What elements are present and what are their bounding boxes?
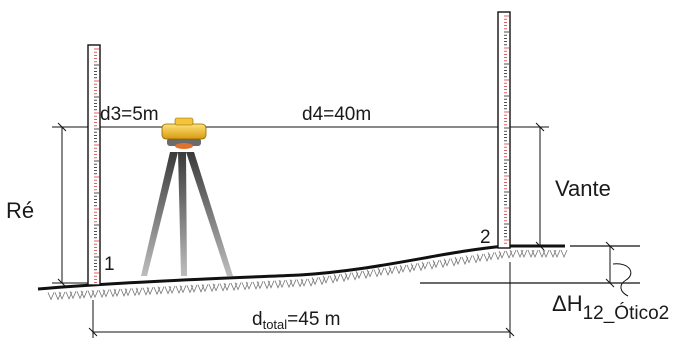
hatch-mark <box>377 267 392 276</box>
re-label: Ré <box>6 198 34 223</box>
ground-line <box>37 244 565 291</box>
hatch-mark <box>300 278 315 287</box>
hatch-mark <box>476 253 491 262</box>
d3-label: d3=5m <box>100 104 159 125</box>
hatch-mark <box>333 274 348 283</box>
hatch-mark <box>399 264 414 273</box>
hatch-mark <box>432 260 447 269</box>
hatch-mark <box>47 292 62 301</box>
vante-dimension <box>505 122 549 251</box>
hatch-mark <box>355 270 370 280</box>
tripod <box>141 152 233 276</box>
leveling-rod-back <box>87 44 101 286</box>
d4-label: d4=40m <box>302 104 371 125</box>
dtotal-label: dtotal=45 m <box>252 309 341 332</box>
hatch-mark <box>465 255 480 264</box>
delta-h-main: ΔH <box>552 291 583 316</box>
dtotal-dimension <box>88 262 515 338</box>
hatch-mark <box>322 275 337 284</box>
hatch-mark <box>388 266 403 275</box>
hatch-mark <box>311 277 326 286</box>
hatch-mark <box>410 263 425 272</box>
hatch-mark <box>344 272 359 281</box>
hatch-mark <box>443 258 458 267</box>
delta-h-dimension <box>605 241 632 297</box>
leveling-rod-front <box>497 11 511 249</box>
hatch-mark <box>454 256 469 266</box>
level-instrument <box>161 117 207 149</box>
vante-label: Vante <box>555 176 611 201</box>
hatch-mark <box>553 249 568 259</box>
hatch-mark <box>487 252 502 261</box>
point-1-label: 1 <box>104 254 115 275</box>
hatch-mark <box>498 250 513 259</box>
hatch-mark <box>366 269 381 278</box>
hatch-mark <box>421 261 436 270</box>
dtotal-value: =45 m <box>287 309 340 330</box>
dtotal-subscript: total <box>263 317 288 332</box>
dtotal-main: d <box>252 309 263 330</box>
point-2-label: 2 <box>480 227 491 248</box>
re-dimension <box>52 122 90 288</box>
delta-h-subscript: 12_Ótico2 <box>583 302 670 324</box>
delta-h-label: ΔH12_Ótico2 <box>552 291 669 324</box>
ground-hatching <box>47 249 568 301</box>
